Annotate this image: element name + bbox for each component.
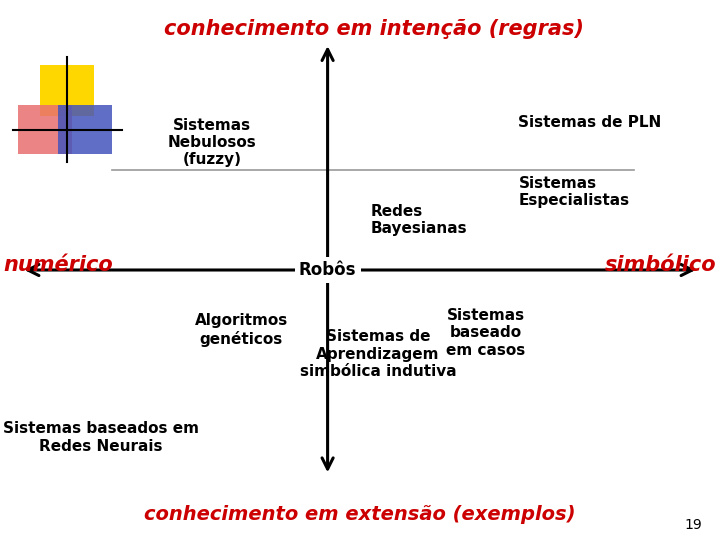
- Text: Redes
Bayesianas: Redes Bayesianas: [371, 204, 467, 237]
- Text: numérico: numérico: [4, 254, 113, 275]
- Text: Sistemas de
Aprendizagem
simbólica indutiva: Sistemas de Aprendizagem simbólica indut…: [300, 329, 456, 379]
- Bar: [40, 65, 94, 116]
- Text: conhecimento em extensão (exemplos): conhecimento em extensão (exemplos): [144, 505, 576, 524]
- Text: Sistemas
Nebulosos
(fuzzy): Sistemas Nebulosos (fuzzy): [168, 118, 257, 167]
- Text: 19: 19: [684, 518, 702, 532]
- Text: simbólico: simbólico: [605, 254, 716, 275]
- Bar: [58, 105, 112, 154]
- Text: Sistemas baseados em
Redes Neurais: Sistemas baseados em Redes Neurais: [3, 421, 199, 454]
- Text: Algoritmos
genéticos: Algoritmos genéticos: [194, 313, 288, 347]
- Text: Sistemas
Especialistas: Sistemas Especialistas: [518, 176, 629, 208]
- Text: Sistemas de PLN: Sistemas de PLN: [518, 114, 662, 130]
- Text: Sistemas
baseado
em casos: Sistemas baseado em casos: [446, 308, 526, 357]
- Bar: [18, 105, 72, 154]
- Text: Robôs: Robôs: [299, 261, 356, 279]
- Text: conhecimento em intenção (regras): conhecimento em intenção (regras): [164, 19, 585, 39]
